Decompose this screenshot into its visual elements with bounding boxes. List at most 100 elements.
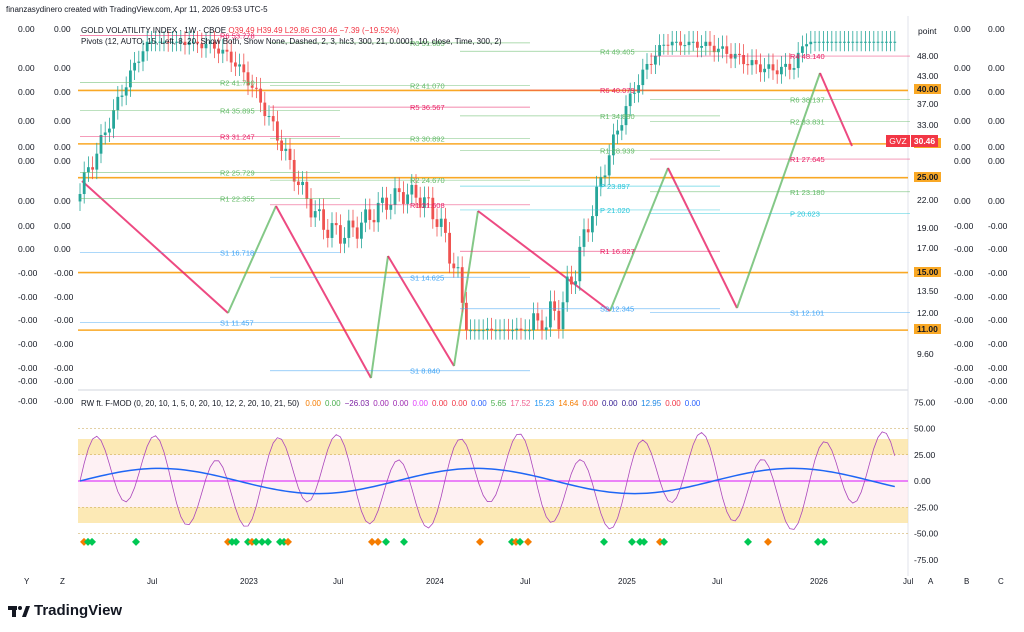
signal-diamond — [628, 537, 636, 546]
candle-body — [204, 43, 208, 49]
candle-body — [347, 220, 351, 238]
right-axis-1-tick: 0.00 — [954, 116, 971, 126]
candle-body — [305, 181, 309, 199]
symbol-title[interactable]: GOLD VOLATILITY INDEX · 1W · CBOE — [81, 26, 227, 35]
candle-body — [129, 70, 132, 88]
brand-name: TradingView — [34, 602, 123, 619]
left-axis-2-tick: 0.00 — [54, 142, 71, 152]
pivots-legend[interactable]: Pivots (12, AUTO, 15, Left, 8, 20, Show … — [81, 37, 502, 46]
right-axis-1-tick: -0.00 — [954, 315, 974, 325]
right-axis-2-tick: -0.00 — [988, 376, 1008, 386]
candle-body — [570, 276, 573, 285]
candle-body — [108, 128, 111, 133]
candle-body — [406, 194, 409, 204]
zigzag-segment — [227, 205, 277, 314]
candle-body — [234, 62, 237, 67]
candle-body — [326, 229, 330, 238]
candle-body — [456, 267, 460, 269]
candle-body — [225, 49, 229, 52]
osc-legend-value: 0.00 — [392, 399, 409, 408]
candle-body — [141, 51, 145, 62]
candle-body — [91, 167, 94, 170]
candle-body — [494, 330, 498, 332]
time-tick: Z — [60, 577, 65, 586]
candle-body — [549, 301, 552, 328]
candle-body — [553, 301, 556, 311]
pivot-label: R2 25.729 — [220, 168, 255, 177]
candle-body — [288, 148, 292, 160]
candle-body — [431, 197, 435, 220]
candle-body — [376, 202, 380, 223]
right-axis-1-tick: -0.00 — [954, 363, 974, 373]
candle-body — [763, 68, 766, 73]
time-tick: Jul — [333, 577, 344, 586]
candle-body — [574, 281, 577, 285]
pivot-label: R2 41.760 — [220, 78, 255, 87]
signal-diamond — [516, 537, 524, 546]
right-axis-2-tick: 0.00 — [988, 156, 1005, 166]
candle-body — [355, 227, 359, 239]
candle-body — [435, 219, 439, 227]
signal-diamond — [368, 537, 376, 546]
price-tick: 19.00 — [917, 222, 939, 233]
ticker-badge: GVZ — [886, 135, 910, 148]
time-tick: A — [928, 577, 934, 586]
candle-body — [460, 267, 464, 303]
candle-body — [292, 159, 296, 182]
osc-legend-value: 17.52 — [510, 399, 531, 408]
candle-body — [213, 41, 216, 49]
osc-legend-value: 0.00 — [665, 399, 681, 408]
candle-body — [532, 313, 535, 331]
candle-body — [330, 223, 334, 238]
candle-body — [103, 132, 107, 135]
oscillator-name[interactable]: RW ft. F-MOD (0, 20, 10, 1, 5, 0, 20, 10… — [81, 399, 300, 408]
candle-body — [280, 140, 283, 151]
right-axis-1-tick: -0.00 — [954, 339, 974, 349]
zigzag-segment — [819, 72, 853, 147]
left-axis-1-tick: 0.00 — [18, 63, 35, 73]
osc-scale-tick: 0.00 — [914, 476, 931, 486]
candle-body — [759, 64, 762, 73]
candle-body — [700, 45, 703, 48]
signal-diamond — [660, 537, 668, 546]
osc-scale-tick: -50.00 — [914, 529, 938, 539]
candle-body — [616, 130, 619, 135]
candle-body — [250, 85, 254, 88]
candle-body — [246, 72, 250, 86]
candle-body — [389, 204, 393, 210]
price-tick: 13.50 — [917, 286, 939, 297]
price-tick: 48.00 — [917, 50, 939, 61]
left-axis-1-tick: -0.00 — [18, 339, 38, 349]
right-axis-1-tick: 0.00 — [954, 87, 971, 97]
price-chart[interactable]: R6 53.778 R3 51.685 R4 49.405 R4 48.140 R2 4… — [0, 16, 1024, 596]
candle-body — [641, 69, 645, 86]
candle-body — [423, 197, 426, 208]
left-axis-2-tick: -0.00 — [54, 268, 74, 278]
candle-body — [217, 48, 220, 54]
candle-body — [792, 68, 796, 70]
candle-body — [381, 197, 384, 203]
candle-body — [687, 41, 691, 46]
left-axis-1-tick: -0.00 — [18, 363, 38, 373]
candle-body — [507, 329, 510, 331]
candle-body — [528, 330, 531, 332]
pivot-label: S1 14.625 — [410, 273, 444, 282]
chart-area[interactable]: R6 53.778 R3 51.685 R4 49.405 R4 48.140 R2 4… — [0, 16, 1024, 596]
candle-body — [628, 93, 632, 107]
left-axis-1-tick: 0.00 — [18, 221, 35, 231]
candle-body — [334, 223, 338, 226]
osc-legend-value: 14.64 — [558, 399, 579, 408]
tradingview-logo-icon — [8, 605, 30, 617]
pivot-label: R5 36.567 — [410, 103, 445, 112]
candle-body — [276, 121, 279, 141]
candle-body — [351, 220, 355, 228]
pivot-label: P 20.623 — [790, 209, 820, 218]
left-axis-1-tick: -0.00 — [18, 376, 38, 386]
candle-body — [402, 192, 405, 204]
candle-body — [645, 63, 649, 70]
candle-body — [591, 216, 594, 233]
candle-body — [221, 49, 225, 54]
time-tick: 2025 — [618, 577, 636, 586]
right-axis-2-tick: -0.00 — [988, 268, 1008, 278]
left-axis-2-tick: 0.00 — [54, 116, 71, 126]
